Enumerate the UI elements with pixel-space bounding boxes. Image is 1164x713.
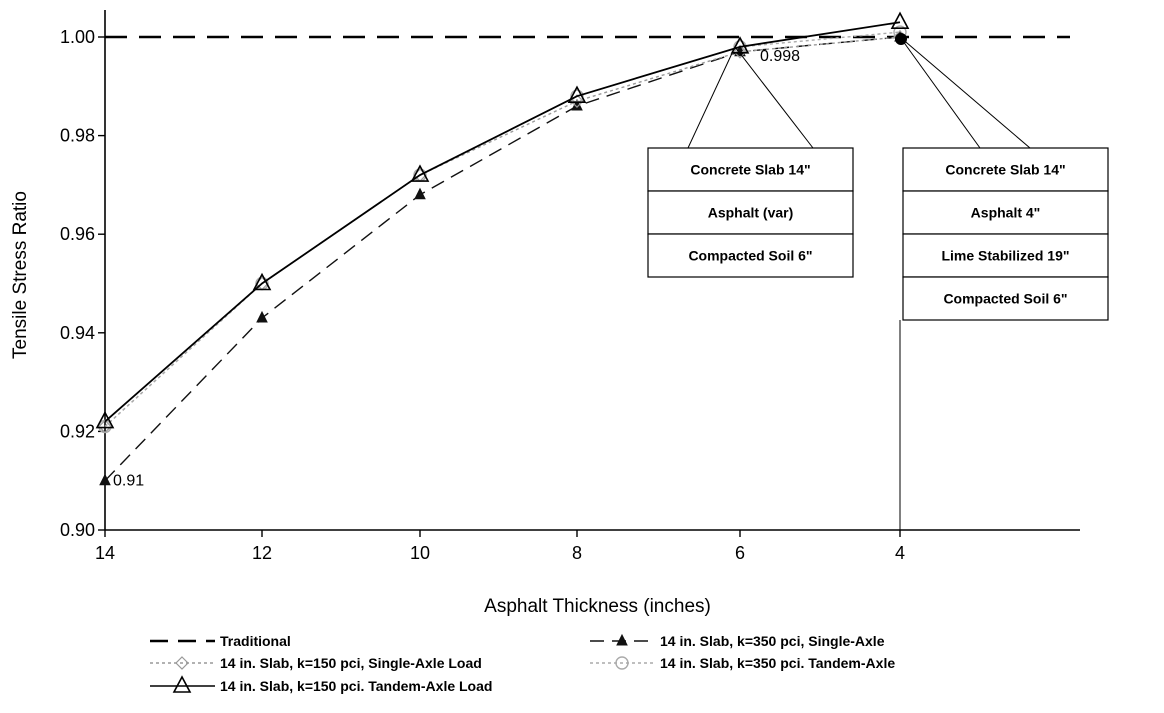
legend-label: Traditional xyxy=(220,633,291,649)
callout-boxes: Concrete Slab 14" Asphalt (var) Compacted … xyxy=(647,36,1109,530)
leader-line xyxy=(899,36,1031,149)
layer-label: Concrete Slab 14" xyxy=(945,162,1065,178)
layer-box: Concrete Slab 14" Asphalt (var) Compacted … xyxy=(647,46,854,278)
layer-label: Asphalt 4" xyxy=(971,205,1041,221)
legend-label: 14 in. Slab, k=150 pci, Single-Axle Load xyxy=(220,655,482,671)
y-tick-label: 0.90 xyxy=(60,520,95,540)
legend-label: 14 in. Slab, k=350 pci. Tandem-Axle xyxy=(660,655,895,671)
series-point xyxy=(890,11,910,30)
x-tick-label: 10 xyxy=(410,543,430,563)
x-axis-title: Asphalt Thickness (inches) xyxy=(484,596,711,617)
legend-label: 14 in. Slab, k=350 pci, Single-Axle xyxy=(660,633,885,649)
legend-item: 14 in. Slab, k=350 pci. Tandem-Axle xyxy=(590,655,895,671)
y-axis-title: Tensile Stress Ratio xyxy=(10,191,31,359)
layer-cell xyxy=(647,233,854,278)
layer-box: Concrete Slab 14" Asphalt 4" Lime Stabiliz… xyxy=(899,36,1109,530)
legend: Traditional 14 in. Slab, k=350 pci, Singl… xyxy=(150,633,895,694)
layer-cell xyxy=(902,147,1109,192)
y-tick-label: 1.00 xyxy=(60,27,95,47)
layer-label: Concrete Slab 14" xyxy=(690,162,810,178)
series-line xyxy=(104,21,901,423)
legend-label: 14 in. Slab, k=150 pci. Tandem-Axle Load xyxy=(220,678,492,694)
layer-cell xyxy=(647,147,854,192)
y-tick-label: 0.96 xyxy=(60,224,95,244)
leader-line xyxy=(687,46,736,149)
x-tick-label: 12 xyxy=(252,543,272,563)
series-point xyxy=(175,656,189,670)
series-point xyxy=(733,44,747,59)
layer-label: Asphalt (var) xyxy=(708,205,794,221)
series-point xyxy=(410,164,430,182)
series-point xyxy=(567,85,587,103)
series-point xyxy=(172,675,192,693)
x-tick-label: 8 xyxy=(572,543,582,563)
series-group xyxy=(95,11,910,429)
x-tick-label: 14 xyxy=(95,543,115,563)
layer-label: Compacted Soil 6" xyxy=(943,291,1067,307)
series-point xyxy=(252,272,272,291)
leader-line xyxy=(899,36,981,149)
layer-label: Lime Stabilized 19" xyxy=(941,248,1069,264)
leader-line xyxy=(734,46,814,149)
series-point xyxy=(95,410,115,429)
layer-cell xyxy=(902,276,1109,321)
y-tick-label: 0.94 xyxy=(60,323,95,343)
y-tick-label: 0.92 xyxy=(60,421,95,441)
layer-cell xyxy=(902,233,1109,278)
series-point xyxy=(414,187,426,200)
legend-item: 14 in. Slab, k=150 pci. Tandem-Axle Load xyxy=(150,675,492,694)
series-point xyxy=(256,310,268,323)
data-label: 0.91 xyxy=(113,473,144,490)
legend-item: Traditional xyxy=(150,633,291,649)
layer-label: Compacted Soil 6" xyxy=(688,248,812,264)
layer-cell xyxy=(902,190,1109,235)
series-point xyxy=(616,633,628,646)
series-point xyxy=(99,473,111,486)
x-tick-label: 4 xyxy=(895,543,905,563)
y-tick-label: 0.98 xyxy=(60,126,95,146)
legend-item: 14 in. Slab, k=350 pci, Single-Axle xyxy=(590,633,885,649)
plot-area: 0.90 0.92 0.94 0.96 0.98 1.00 14 12 10 8 6 4 Asphalt… xyxy=(10,10,1080,617)
x-tick-label: 6 xyxy=(735,543,745,563)
legend-item: 14 in. Slab, k=150 pci, Single-Axle Load xyxy=(150,655,482,671)
series-point xyxy=(615,656,629,670)
data-label: 0.998 xyxy=(760,48,800,65)
